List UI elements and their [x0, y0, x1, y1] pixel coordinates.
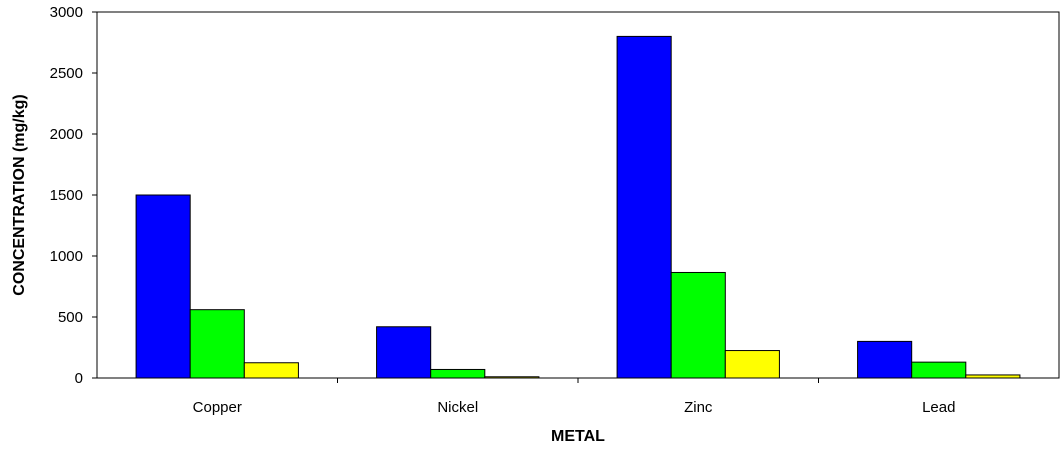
bar-copper-series-2: [189, 309, 245, 379]
y-tick-label: 2000: [50, 126, 83, 143]
bar-nickel-series-2: [430, 368, 486, 379]
bar-zinc-series-2: [670, 271, 726, 379]
bar-nickel-series-1: [376, 326, 432, 379]
x-tick-label: Zinc: [684, 399, 713, 416]
bar-nickel-series-3: [484, 376, 540, 379]
y-tick-label: 500: [58, 309, 83, 326]
y-tick-label: 0: [75, 370, 83, 387]
bar-zinc-series-1: [616, 35, 672, 379]
y-tick-label: 2500: [50, 65, 83, 82]
y-tick-label: 1500: [50, 187, 83, 204]
y-axis-title: CONCENTRATION (mg/kg): [11, 94, 28, 295]
bar-lead-series-1: [857, 340, 913, 379]
bar-lead-series-3: [965, 374, 1021, 379]
y-tick-label: 3000: [50, 4, 83, 21]
x-tick-label: Nickel: [437, 399, 478, 416]
plot-area: [96, 11, 1060, 379]
x-tick-label: Lead: [922, 399, 955, 416]
x-axis: Copper Nickel Zinc Lead: [193, 378, 955, 416]
x-tick-label: Copper: [193, 399, 242, 416]
bar-zinc-series-3: [724, 350, 780, 379]
x-axis-title: METAL: [551, 428, 605, 445]
bar-copper-series-1: [135, 194, 191, 379]
bar-lead-series-2: [911, 361, 967, 379]
bar-series: [135, 35, 1021, 379]
y-tick-label: 1000: [50, 248, 83, 265]
y-axis: 0 500 1000 1500 2000 2500 3000: [50, 4, 97, 387]
bar-copper-series-3: [243, 362, 299, 379]
